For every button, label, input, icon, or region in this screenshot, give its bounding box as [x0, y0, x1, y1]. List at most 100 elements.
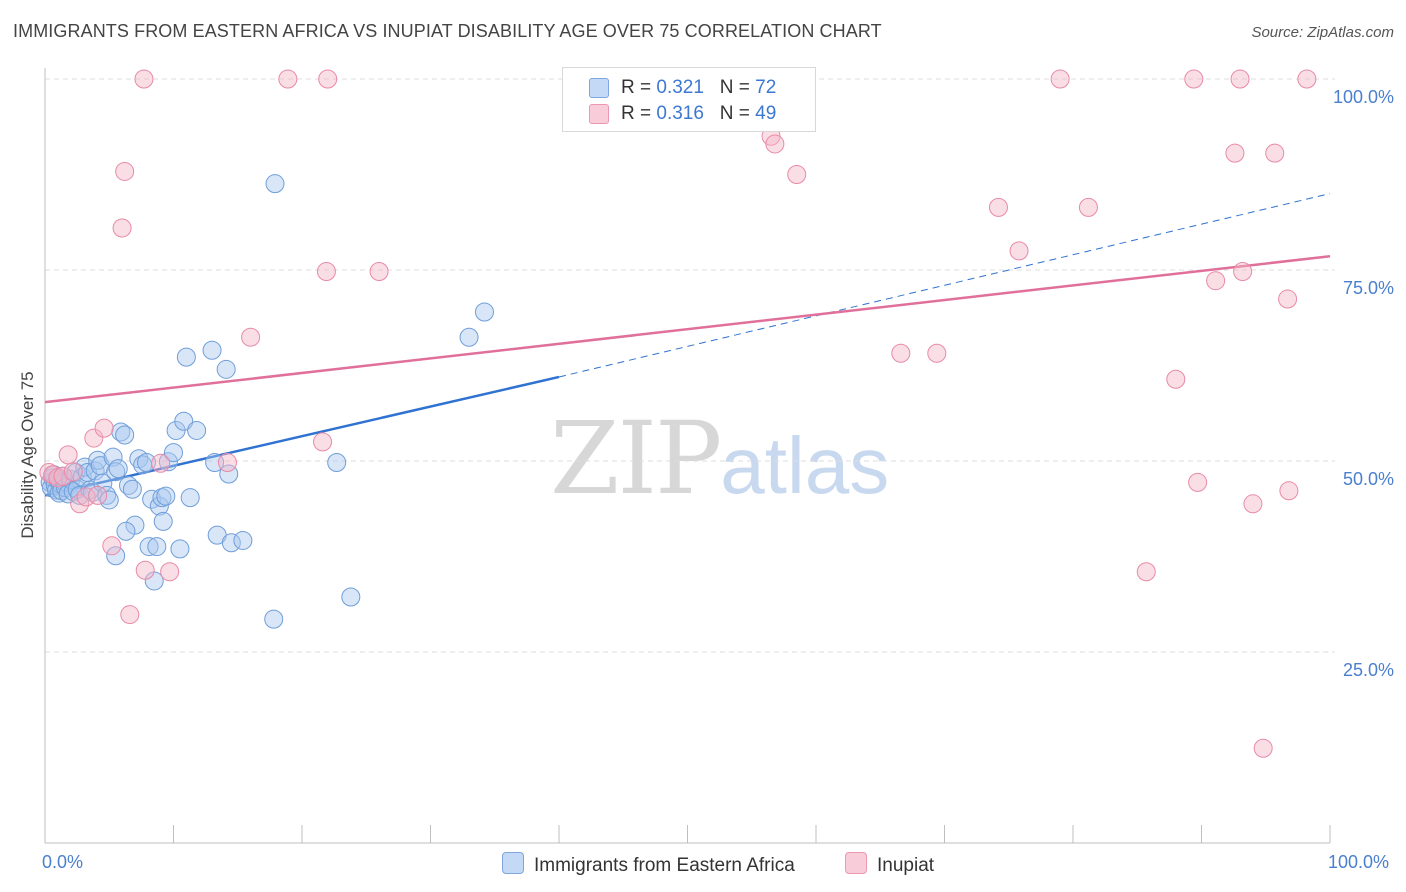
point-eastern-africa: [108, 459, 128, 479]
series-legend-inupiat: Inupiat: [845, 852, 934, 877]
y-axis-label: Disability Age Over 75: [18, 371, 37, 539]
point-inupiat: [1265, 143, 1285, 163]
point-inupiat: [765, 134, 785, 154]
point-eastern-africa: [115, 425, 135, 445]
series-swatch-blue: [502, 852, 524, 874]
grid-lines: [45, 78, 1335, 653]
trend-line-inupiat: [44, 255, 1331, 404]
point-inupiat: [102, 536, 122, 556]
stats-legend: R = 0.321 N = 72 R = 0.316 N = 49: [562, 67, 816, 132]
point-inupiat: [369, 262, 389, 282]
point-eastern-africa: [474, 302, 494, 322]
point-inupiat: [112, 218, 132, 238]
point-eastern-africa: [93, 473, 113, 493]
point-inupiat: [53, 466, 73, 486]
axes: [44, 68, 1331, 844]
legend-swatch-blue: [589, 78, 609, 98]
point-eastern-africa: [180, 488, 200, 508]
point-inupiat: [1184, 69, 1204, 89]
point-eastern-africa: [137, 453, 157, 473]
point-inupiat: [84, 428, 104, 448]
point-inupiat: [63, 462, 83, 482]
point-inupiat: [1279, 481, 1299, 501]
point-eastern-africa: [459, 327, 479, 347]
legend-r-value: 0.316: [656, 103, 704, 124]
point-inupiat: [1206, 271, 1226, 291]
point-inupiat: [115, 161, 135, 181]
y-tick-label-75: 75.0%: [1342, 278, 1394, 298]
point-inupiat: [1253, 738, 1273, 758]
point-inupiat: [1188, 472, 1208, 492]
trend-extension-eastern-africa: [558, 193, 1331, 378]
point-eastern-africa: [327, 453, 347, 473]
point-inupiat: [318, 69, 338, 89]
point-eastern-africa: [341, 587, 361, 607]
point-eastern-africa: [202, 340, 222, 360]
point-eastern-africa: [158, 452, 178, 472]
y-tick-label-50: 50.0%: [1342, 469, 1394, 489]
point-eastern-africa: [264, 609, 284, 629]
point-eastern-africa: [142, 489, 162, 509]
legend-n-value: 49: [755, 103, 777, 124]
watermark-atlas: atlas: [720, 421, 890, 510]
point-eastern-africa: [106, 462, 126, 482]
point-eastern-africa: [164, 443, 183, 463]
point-eastern-africa: [103, 447, 123, 467]
point-eastern-africa: [221, 533, 241, 553]
legend-n-label: N =: [719, 103, 756, 124]
point-eastern-africa: [233, 530, 253, 550]
point-eastern-africa: [265, 174, 285, 194]
point-inupiat: [1243, 494, 1263, 514]
point-inupiat: [1136, 562, 1156, 582]
point-eastern-africa: [153, 511, 173, 531]
point-inupiat: [94, 418, 114, 438]
point-eastern-africa: [187, 420, 207, 440]
legend-swatch-pink: [589, 104, 609, 124]
point-inupiat: [160, 562, 180, 582]
watermark: ZIPatlas: [550, 400, 889, 517]
point-inupiat: [787, 165, 807, 184]
point-inupiat: [927, 343, 947, 363]
point-inupiat: [43, 465, 63, 485]
point-inupiat: [1078, 197, 1098, 217]
point-inupiat: [134, 69, 154, 89]
point-inupiat: [151, 453, 171, 473]
point-eastern-africa: [176, 347, 196, 367]
point-eastern-africa: [106, 546, 126, 566]
trend-lines: [44, 193, 1331, 497]
point-eastern-africa: [122, 479, 142, 499]
point-inupiat: [1225, 143, 1245, 163]
watermark-zip: ZIP: [550, 400, 722, 517]
point-inupiat: [241, 327, 261, 347]
chart-title: IMMIGRANTS FROM EASTERN AFRICA VS INUPIA…: [13, 21, 882, 41]
legend-r-label: R =: [621, 77, 657, 98]
point-eastern-africa: [147, 537, 167, 557]
x-tick-label-100: 100.0%: [1328, 852, 1390, 872]
point-eastern-africa: [216, 359, 236, 379]
point-inupiat: [313, 432, 333, 452]
point-eastern-africa: [170, 539, 190, 559]
legend-r-value: 0.321: [656, 77, 704, 98]
point-eastern-africa: [88, 450, 108, 470]
y-tick-label-100: 100.0%: [1332, 87, 1394, 107]
point-inupiat: [135, 560, 155, 580]
data-points: [39, 69, 1317, 758]
point-eastern-africa: [116, 521, 136, 541]
point-inupiat: [58, 445, 78, 465]
point-inupiat: [88, 485, 108, 505]
point-eastern-africa: [139, 537, 159, 557]
legend-n-value: 72: [755, 77, 777, 98]
point-inupiat: [1009, 241, 1029, 261]
point-inupiat: [120, 605, 140, 625]
point-inupiat: [316, 262, 336, 282]
point-inupiat: [1230, 69, 1250, 89]
point-eastern-africa: [99, 490, 119, 510]
point-inupiat: [1050, 69, 1070, 89]
point-inupiat: [217, 453, 237, 473]
point-eastern-africa: [174, 411, 194, 431]
series-label: Immigrants from Eastern Africa: [534, 855, 795, 876]
series-swatch-pink: [845, 852, 867, 874]
source-label: Source: ZipAtlas.com: [1251, 24, 1394, 41]
legend-n-label: N =: [719, 77, 756, 98]
